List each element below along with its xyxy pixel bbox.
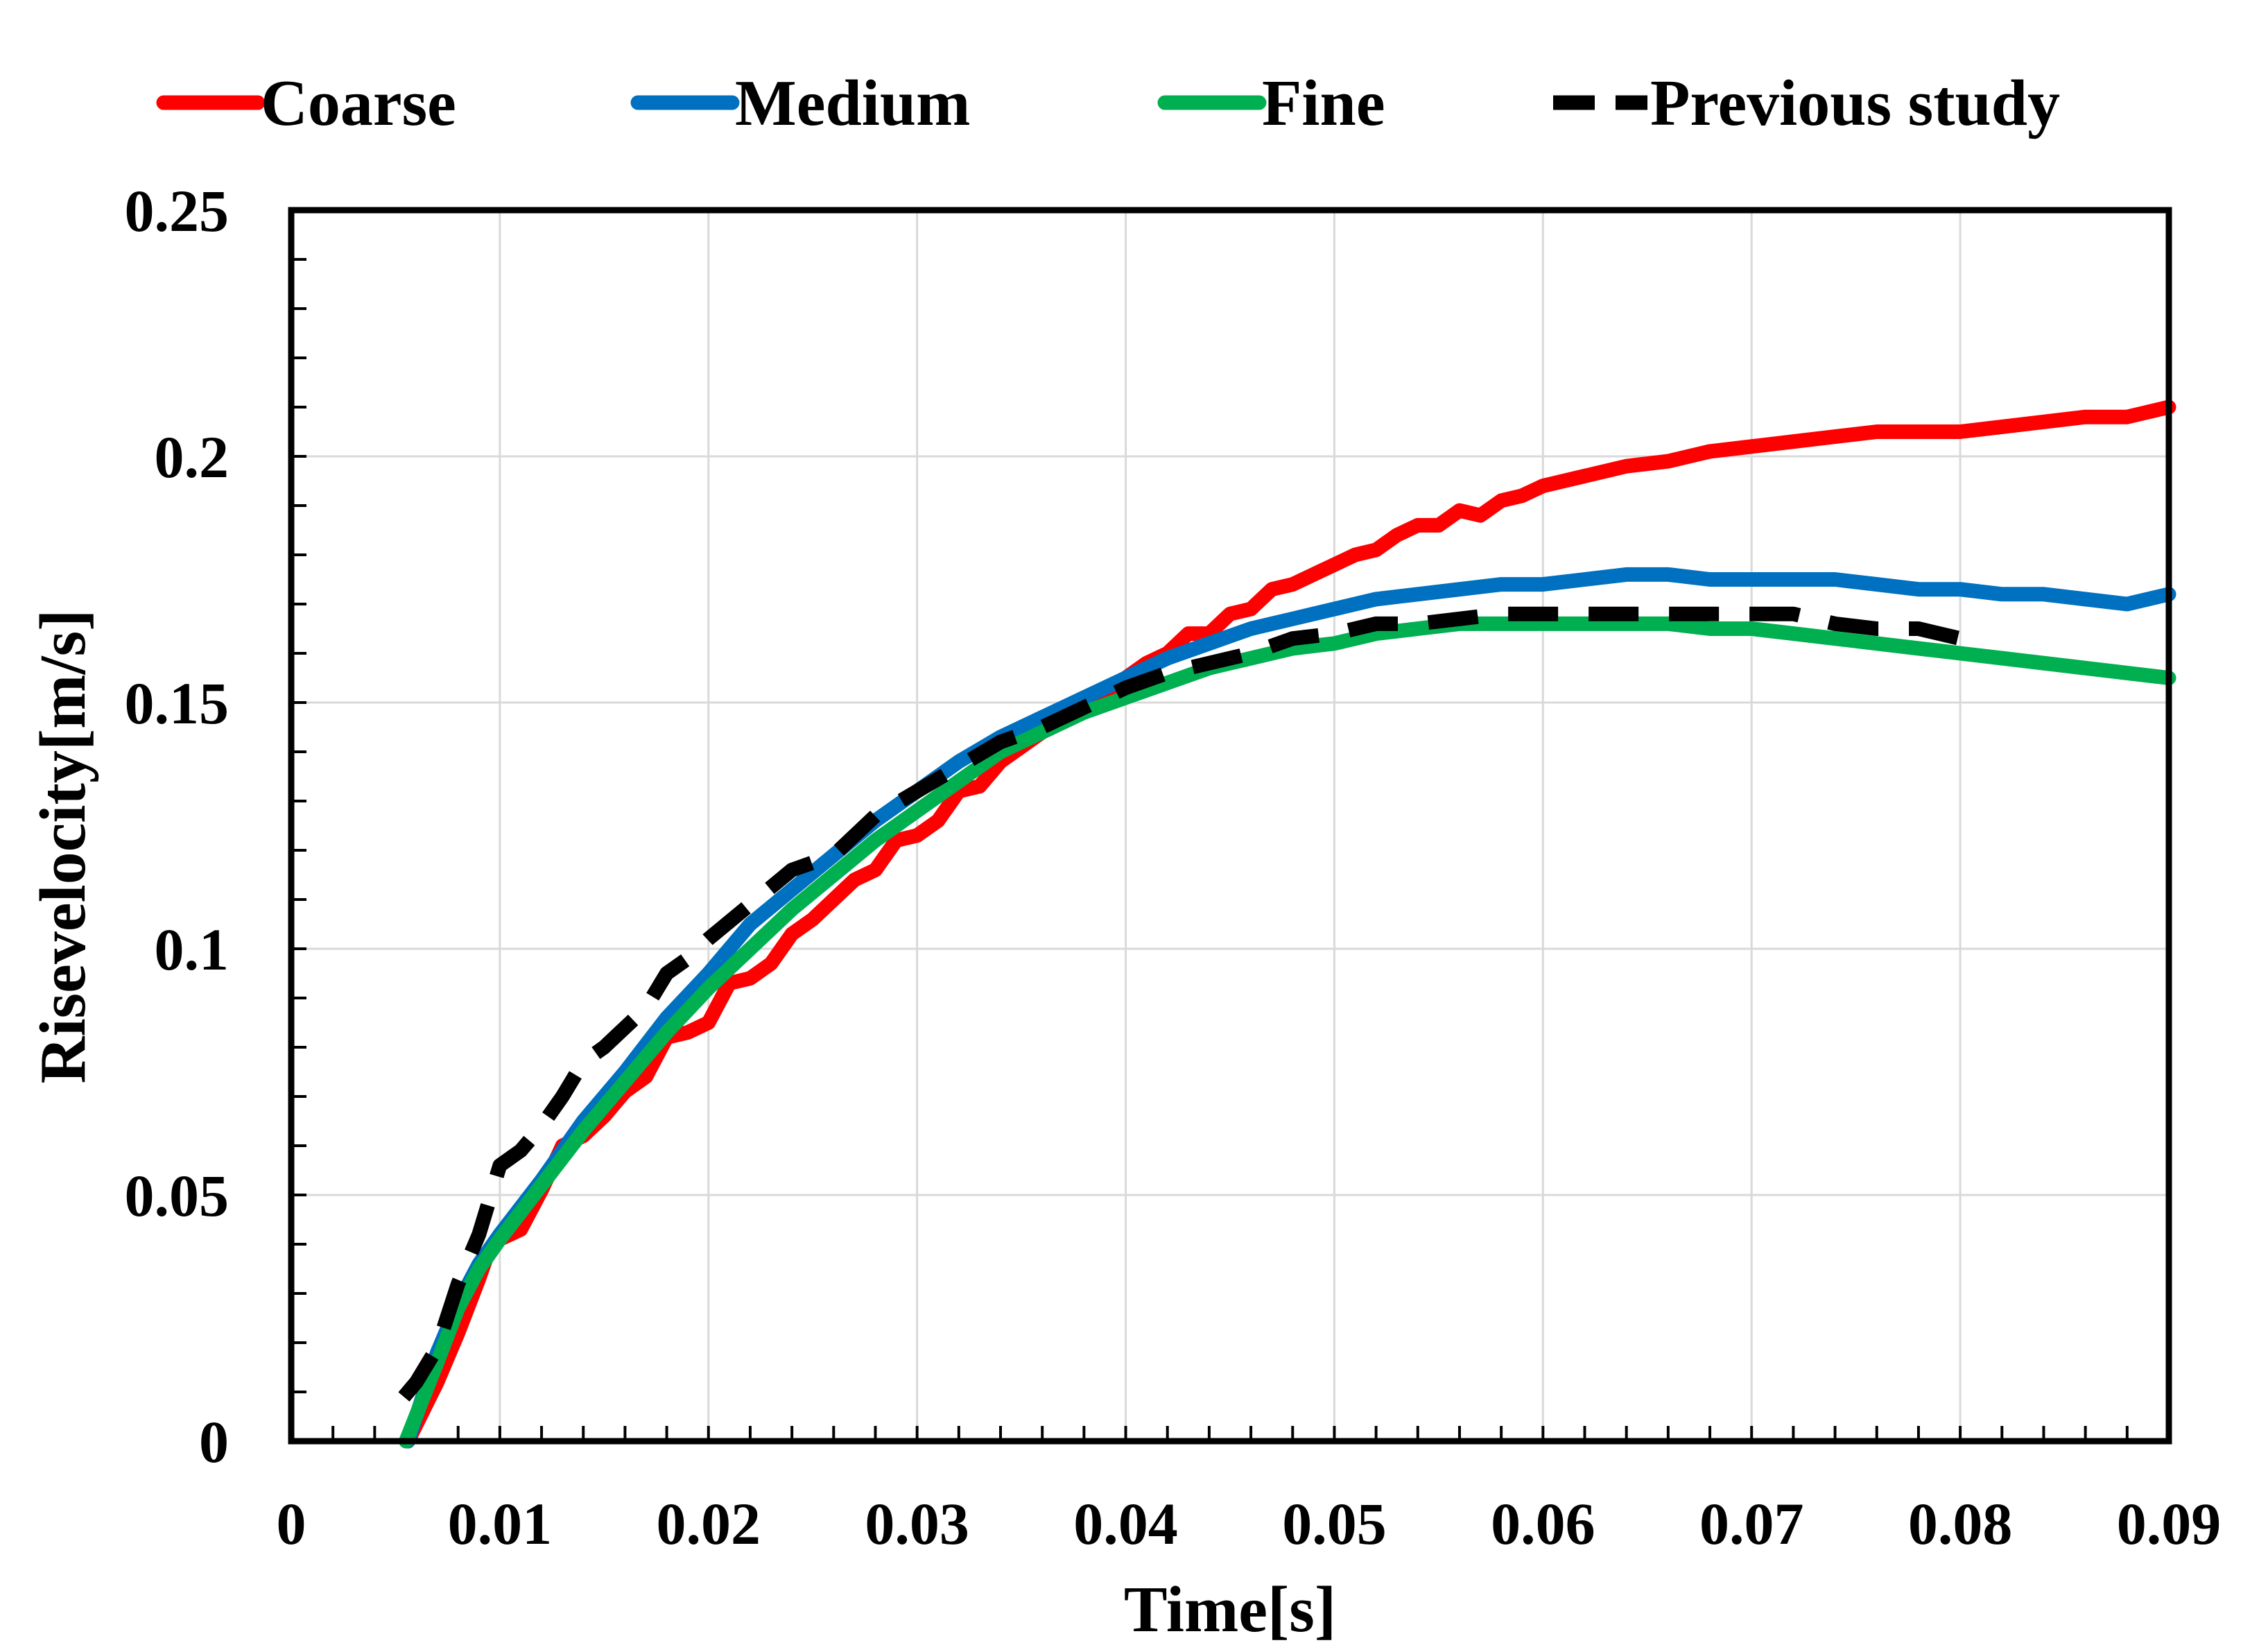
legend-item-medium: Medium [630, 67, 970, 139]
x-tick-label-9: 0.09 [2117, 1490, 2222, 1557]
y-tick-label-2: 0.1 [155, 916, 230, 983]
x-tick-label-5: 0.05 [1282, 1490, 1387, 1557]
x-tick-label-8: 0.08 [1908, 1490, 2013, 1557]
x-axis-title: Time[s] [1124, 1574, 1336, 1646]
series-line-fine [399, 616, 2176, 1449]
x-tick-label-0: 0 [277, 1490, 306, 1557]
x-tick-label-7: 0.07 [1699, 1490, 1804, 1557]
legend-label-coarse: Coarse [261, 67, 456, 139]
legend-label-medium: Medium [735, 67, 970, 139]
y-tick-labels: 0 0.05 0.1 0.15 0.2 0.25 [125, 178, 230, 1475]
x-tick-label-4: 0.04 [1073, 1490, 1178, 1557]
x-tick-labels: 0 0.01 0.02 0.03 0.04 0.05 0.06 0.07 0.08 0.09 [277, 1490, 2222, 1557]
gridlines [291, 210, 2169, 1441]
y-tick-label-5: 0.25 [125, 178, 230, 244]
y-tick-label-0: 0 [199, 1409, 229, 1475]
series-line-previous-study [398, 606, 1962, 1402]
legend-item-previous-study: Previous study [1553, 67, 2060, 139]
plot-area-frame [288, 207, 2172, 1445]
series-lines [398, 399, 2176, 1449]
y-tick-label-3: 0.15 [125, 670, 230, 737]
legend-label-previous-study: Previous study [1650, 67, 2060, 139]
y-tick-label-4: 0.2 [155, 424, 230, 490]
x-tick-label-6: 0.06 [1491, 1490, 1595, 1557]
legend: Coarse Medium Fine Previous study [156, 67, 2060, 139]
x-tick-label-1: 0.01 [448, 1490, 553, 1557]
y-axis-title: Risevelocity[m/s] [27, 610, 99, 1084]
legend-item-coarse: Coarse [156, 67, 456, 139]
legend-label-fine: Fine [1262, 67, 1385, 139]
x-tick-label-3: 0.03 [865, 1490, 969, 1557]
legend-item-fine: Fine [1157, 67, 1385, 139]
series-line-medium [401, 567, 2176, 1449]
y-tick-label-1: 0.05 [125, 1162, 230, 1229]
x-tick-label-2: 0.02 [657, 1490, 761, 1557]
